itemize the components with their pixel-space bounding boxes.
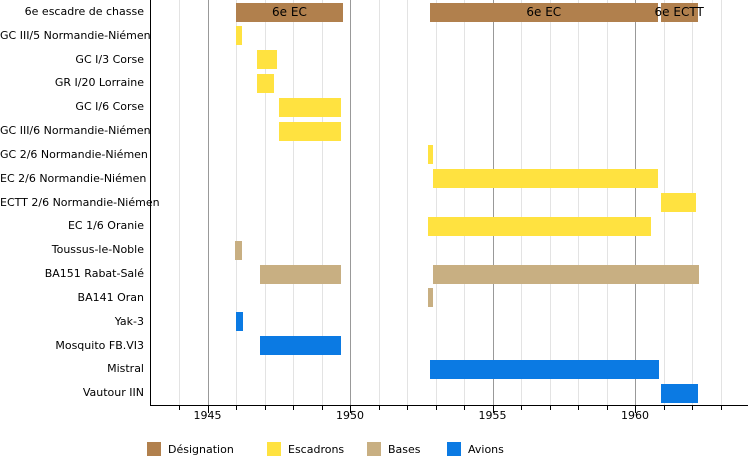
axis-tick	[350, 406, 351, 413]
minor-gridline	[435, 0, 437, 405]
row-label: BA141 Oran	[77, 290, 144, 304]
legend-label: Avions	[468, 443, 504, 456]
timeline-bar	[236, 26, 242, 46]
row-label: GC III/5 Normandie-Niémen	[0, 28, 151, 42]
row-label: GC I/6 Corse	[75, 100, 144, 114]
legend-swatch	[147, 442, 161, 456]
row-label: EC 2/6 Normandie-Niémen	[0, 171, 147, 185]
axis-tick	[549, 406, 551, 410]
minor-gridline	[464, 0, 465, 405]
axis-tick	[720, 406, 722, 410]
legend-swatch	[267, 442, 281, 456]
major-gridline	[350, 0, 351, 405]
timeline-bar	[278, 97, 342, 117]
row-label: BA151 Rabat-Salé	[44, 267, 144, 281]
minor-gridline	[293, 0, 294, 405]
axis-tick	[407, 406, 408, 410]
timeline-bar: 6e EC	[236, 2, 343, 22]
axis-tick	[179, 406, 180, 410]
timeline-bar	[260, 264, 342, 284]
minor-gridline	[549, 0, 551, 405]
axis-tick	[207, 406, 209, 413]
minor-gridline	[321, 0, 323, 405]
minor-gridline	[179, 0, 180, 405]
timeline-bar	[429, 359, 660, 379]
legend-label: Bases	[388, 443, 421, 456]
bar-label: 6e EC	[272, 5, 307, 19]
minor-gridline	[264, 0, 266, 405]
minor-gridline	[606, 0, 608, 405]
axis-tick	[606, 406, 608, 410]
row-label: Vautour IIN	[82, 386, 144, 400]
timeline-bar	[278, 121, 342, 141]
x-axis-line	[150, 405, 748, 406]
row-label: Toussus-le-Noble	[51, 243, 144, 257]
timeline-bar	[234, 240, 242, 260]
timeline-bar	[660, 193, 697, 213]
row-label: GC I/3 Corse	[75, 52, 144, 66]
major-gridline	[207, 0, 209, 405]
row-label: GR I/20 Lorraine	[54, 76, 144, 90]
axis-tick	[236, 406, 237, 410]
timeline-bar	[428, 288, 433, 308]
axis-tick	[293, 406, 294, 410]
y-axis-line	[150, 0, 151, 405]
axis-tick	[635, 406, 636, 413]
timeline-bar	[432, 264, 700, 284]
timeline-bar	[660, 383, 698, 403]
row-label: GC III/6 Normandie-Niémen	[0, 124, 151, 138]
axis-tick	[321, 406, 323, 410]
axis-tick	[264, 406, 266, 410]
row-label: EC 1/6 Oranie	[67, 219, 144, 233]
row-label: Yak-3	[114, 314, 144, 328]
row-label: ECTT 2/6 Normandie-Niémen	[0, 195, 160, 209]
row-label: Mistral	[107, 362, 144, 376]
axis-tick	[378, 406, 380, 410]
major-gridline	[492, 0, 494, 405]
axis-tick	[492, 406, 494, 413]
timeline-bar	[428, 216, 651, 236]
x-tick-label: 1950	[336, 409, 364, 422]
minor-gridline	[521, 0, 522, 405]
row-label: 6e escadre de chasse	[24, 5, 144, 18]
axis-tick	[692, 406, 693, 410]
row-label: GC 2/6 Normandie-Niémen	[0, 147, 148, 161]
x-tick-label: 1955	[478, 409, 507, 422]
major-gridline	[635, 0, 636, 405]
legend-label: Escadrons	[288, 443, 345, 456]
timeline-bar: 6e ECTT	[655, 2, 704, 22]
axis-tick	[521, 406, 522, 410]
row-label: Mosquito FB.VI3	[55, 338, 144, 352]
minor-gridline	[378, 0, 380, 405]
axis-tick	[578, 406, 579, 410]
legend-label: Désignation	[168, 443, 234, 456]
axis-tick	[663, 406, 665, 410]
axis-tick	[464, 406, 465, 410]
timeline-bar	[260, 336, 342, 356]
timeline-bar	[257, 73, 275, 93]
bar-label: 6e EC	[526, 5, 562, 19]
timeline-bar	[428, 145, 433, 165]
timeline-bar	[257, 50, 278, 70]
minor-gridline	[236, 0, 237, 405]
x-tick-label: 1960	[621, 409, 649, 422]
legend-swatch	[447, 442, 461, 456]
axis-tick	[435, 406, 437, 410]
minor-gridline	[720, 0, 722, 405]
legend-swatch	[367, 442, 381, 456]
bar-label: 6e ECTT	[654, 5, 704, 19]
minor-gridline	[407, 0, 408, 405]
timeline-bar	[432, 169, 658, 189]
minor-gridline	[578, 0, 579, 405]
timeline-bar	[236, 312, 244, 332]
x-tick-label: 1945	[193, 409, 222, 422]
timeline-bar: 6e EC	[429, 2, 658, 22]
